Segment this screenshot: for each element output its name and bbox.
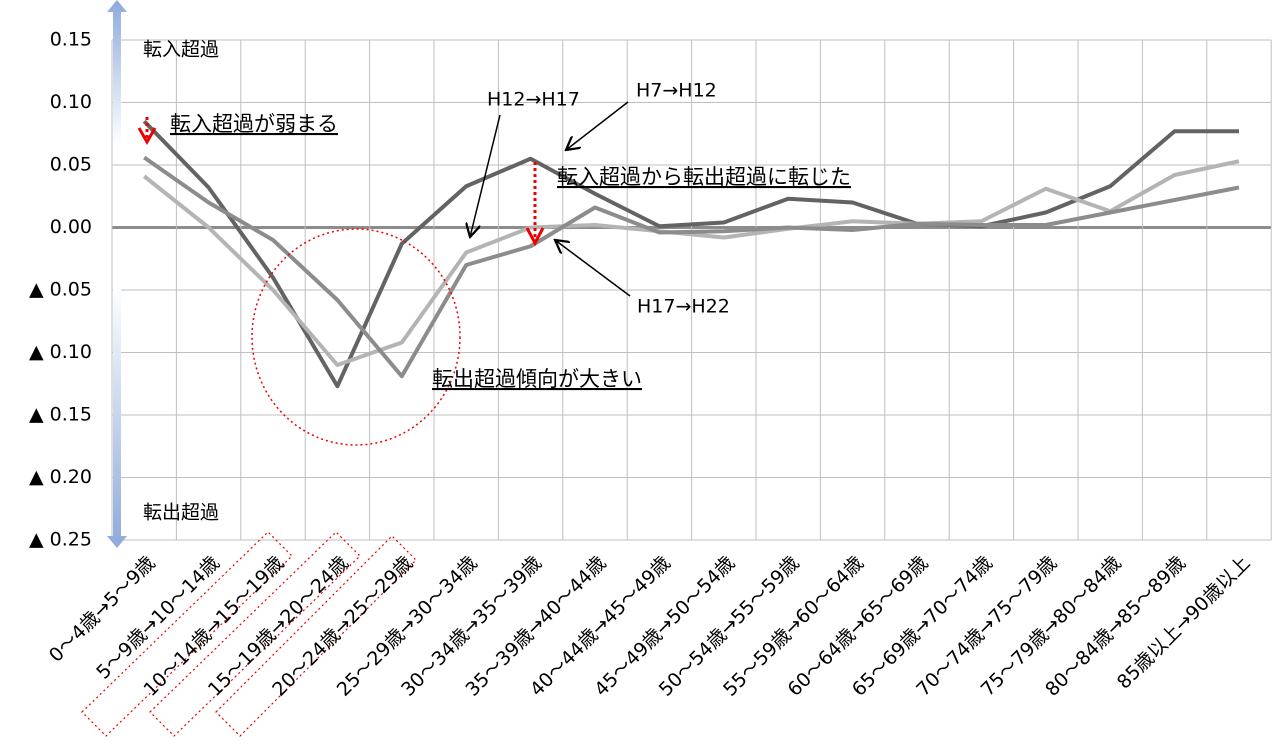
red-arrow-head <box>525 227 545 247</box>
y-tick-label: ▲ 0.25 <box>29 529 92 551</box>
annotation: 転出超過 <box>143 502 219 524</box>
series-label: H17→H22 <box>637 296 730 318</box>
series-line <box>143 155 1240 379</box>
annotation: 転出超過傾向が大きい <box>432 367 642 391</box>
grid <box>111 39 1272 541</box>
series-line <box>142 119 1239 389</box>
pointer-arrow <box>566 101 629 150</box>
y-tick-label: 0.10 <box>50 91 92 113</box>
annotation: 転入超過が弱まる <box>170 112 338 136</box>
pointer-arrow <box>470 114 501 237</box>
y-tick-label: 0.15 <box>50 29 92 51</box>
x-tick-label: 5～9歳→10～14歳 <box>92 552 224 684</box>
series-label: H12→H17 <box>487 89 580 111</box>
highlight-boxes <box>81 531 417 737</box>
series-label: H7→H12 <box>636 80 717 102</box>
red-arrow-head <box>137 127 157 146</box>
highlight-circle <box>251 228 461 446</box>
annotation: 転入超過から転出超過に転じた <box>557 165 851 189</box>
y-tick-label: ▲ 0.05 <box>29 279 92 301</box>
pointer-arrow <box>555 240 631 297</box>
inflow-arrow <box>107 0 127 145</box>
y-tick-label: ▲ 0.20 <box>29 466 92 488</box>
series-line <box>142 159 1240 367</box>
annotation: 転入超過 <box>143 39 219 61</box>
x-tick-label: 0～4歳→5～9歳 <box>45 552 160 667</box>
y-tick-label: ▲ 0.15 <box>29 404 92 426</box>
y-tick-label: 0.05 <box>50 154 92 176</box>
outflow-arrow <box>107 285 127 548</box>
y-tick-label: ▲ 0.10 <box>29 341 92 363</box>
y-tick-label: 0.00 <box>50 216 92 238</box>
lines <box>142 119 1240 389</box>
